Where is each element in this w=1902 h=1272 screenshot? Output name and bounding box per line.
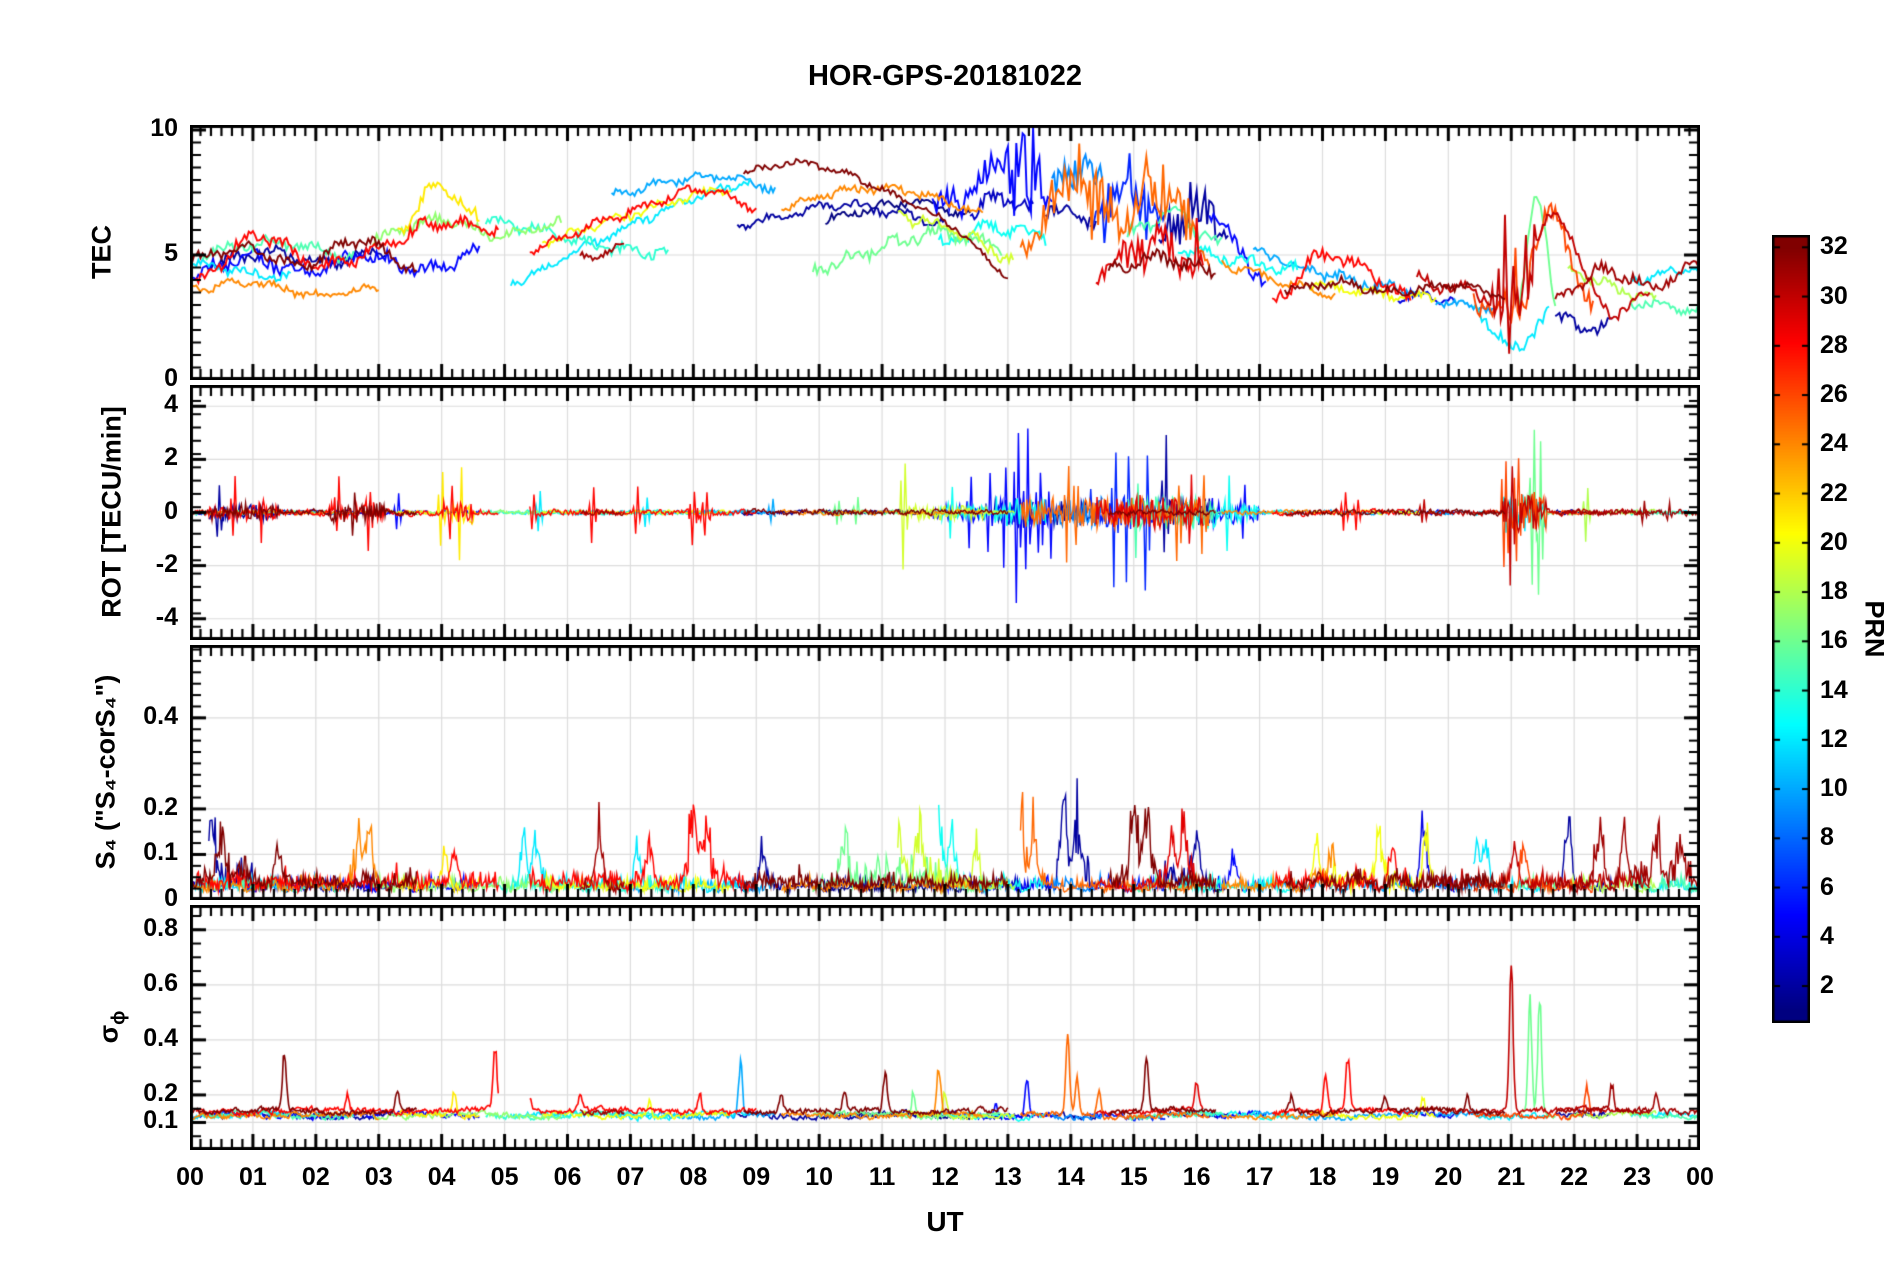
colorbar-tick-label: 24 <box>1820 429 1848 458</box>
colorbar-tick-label: 26 <box>1820 380 1848 409</box>
colorbar-tick-label: 22 <box>1820 478 1848 507</box>
y-tick-label: 0.4 <box>143 1023 178 1052</box>
colorbar-label: PRN <box>1859 600 1890 658</box>
phi-subscript: ϕ <box>108 1010 130 1025</box>
x-axis-label: UT <box>926 1206 964 1237</box>
x-tick-label: 05 <box>490 1163 519 1191</box>
x-tick-label: 20 <box>1434 1163 1463 1191</box>
colorbar-tick-label: 2 <box>1820 971 1834 1000</box>
x-tick-label: 14 <box>1056 1163 1085 1191</box>
y-tick-label: 0 <box>164 884 178 912</box>
x-tick-label: 07 <box>616 1163 645 1191</box>
x-tick-label: 19 <box>1371 1163 1400 1191</box>
y-tick-label: 10 <box>150 114 178 142</box>
y-tick-label: 0.2 <box>143 792 178 821</box>
x-tick-label: 10 <box>805 1163 834 1191</box>
y-tick-label: 0.6 <box>143 968 178 997</box>
colorbar-tick-label: 18 <box>1820 577 1848 606</box>
x-tick-label: 00 <box>1686 1163 1714 1191</box>
x-tick-label: 08 <box>679 1163 708 1191</box>
colorbar-tick-label: 28 <box>1820 330 1848 359</box>
x-tick-label: 22 <box>1560 1163 1589 1191</box>
rot-plot-area <box>190 385 1700 640</box>
plot-title: HOR-GPS-20181022 <box>807 60 1083 92</box>
colorbar-tick-label: 32 <box>1820 232 1848 261</box>
x-tick-label: 17 <box>1245 1163 1274 1191</box>
x-tick-label: 16 <box>1182 1163 1211 1191</box>
x-tick-label: 01 <box>239 1163 267 1191</box>
colorbar-tick-label: 10 <box>1820 774 1848 803</box>
y-tick-label: 0 <box>164 364 178 392</box>
y-tick-label: 0.1 <box>143 1106 178 1135</box>
x-tick-label: 12 <box>931 1163 959 1191</box>
x-tick-label: 18 <box>1308 1163 1337 1191</box>
s4-plot-area <box>190 645 1700 900</box>
colorbar-tick-label: 12 <box>1820 724 1848 753</box>
colorbar-tick-label: 16 <box>1820 626 1848 655</box>
x-tick-label: 23 <box>1623 1163 1651 1191</box>
colorbar-tick-label: 4 <box>1820 921 1834 950</box>
y-tick-label: 0.8 <box>143 913 178 942</box>
y-tick-label: 4 <box>164 390 178 419</box>
y-tick-label: 0.2 <box>143 1078 178 1107</box>
x-tick-label: 00 <box>176 1163 204 1191</box>
y-tick-label: 2 <box>164 443 178 472</box>
tec-plot-area <box>190 125 1700 380</box>
x-tick-label: 11 <box>868 1163 896 1191</box>
colorbar-tick-label: 14 <box>1820 675 1848 704</box>
colorbar-tick-label: 30 <box>1820 281 1848 310</box>
x-tick-label: 13 <box>994 1163 1022 1191</box>
x-tick-label: 06 <box>553 1163 582 1191</box>
y-tick-label: 0.1 <box>143 838 178 867</box>
x-tick-label: 15 <box>1119 1163 1148 1191</box>
y-tick-label: -2 <box>155 549 178 578</box>
x-tick-label: 09 <box>742 1163 771 1191</box>
x-tick-label: 03 <box>364 1163 393 1191</box>
y-tick-label: 0.4 <box>143 701 178 730</box>
x-tick-label: 02 <box>301 1163 330 1191</box>
colorbar-tick-label: 8 <box>1820 823 1834 852</box>
colorbar-tick-label: 20 <box>1820 527 1848 556</box>
y-tick-label: -4 <box>155 602 178 631</box>
colorbar <box>1772 235 1810 1023</box>
y-tick-label: 5 <box>164 239 178 267</box>
colorbar-tick-label: 6 <box>1820 872 1834 901</box>
x-tick-label: 04 <box>427 1163 456 1191</box>
x-tick-label: 21 <box>1497 1163 1526 1191</box>
sigma-phi-plot-area <box>190 905 1700 1150</box>
y-tick-label: 0 <box>164 496 178 525</box>
